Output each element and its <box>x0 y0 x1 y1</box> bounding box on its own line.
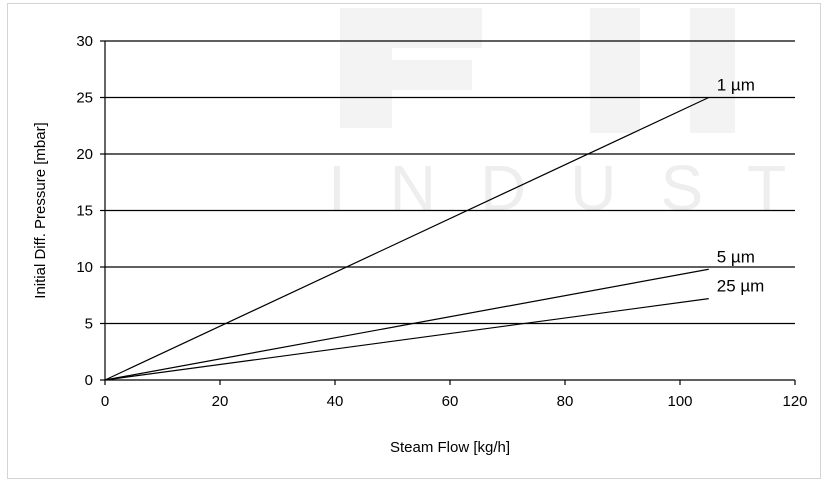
watermark-block-5 <box>690 8 735 133</box>
y-tick-label: 20 <box>76 146 93 163</box>
watermark-block-2 <box>392 8 482 48</box>
y-tick-label: 5 <box>85 316 93 333</box>
grid <box>105 40 795 325</box>
y-tick-label: 15 <box>76 203 93 220</box>
series-line-1 <box>104 268 709 381</box>
series-labels: 1 µm 5 µm 25 µm <box>717 76 765 296</box>
x-tick-label: 100 <box>667 393 692 410</box>
x-tick-label: 0 <box>101 393 109 410</box>
x-tick-label: 60 <box>442 393 459 410</box>
watermark-text: INDUST <box>328 152 824 224</box>
watermark-block-3 <box>392 60 472 90</box>
axes: 0 5 10 15 20 25 30 0 20 40 60 80 100 120 <box>76 33 807 410</box>
series-label: 1 µm <box>717 76 755 95</box>
x-tick-label: 80 <box>557 393 574 410</box>
y-tick-label: 25 <box>76 90 93 107</box>
series-label: 25 µm <box>717 277 765 296</box>
y-tick-label: 10 <box>76 259 93 276</box>
x-tick-label: 20 <box>212 393 229 410</box>
y-tick-label: 0 <box>85 372 93 389</box>
x-tick-label: 40 <box>327 393 344 410</box>
watermark-block-1 <box>340 8 392 128</box>
watermark: INDUST <box>328 8 824 224</box>
y-tick-label: 30 <box>76 33 93 50</box>
x-tick-label: 120 <box>782 393 807 410</box>
watermark-block-4 <box>590 8 640 133</box>
series-label: 5 µm <box>717 247 755 266</box>
series-lines <box>104 96 710 381</box>
series-line-2 <box>104 298 709 381</box>
x-axis-label: Steam Flow [kg/h] <box>390 439 510 456</box>
series-line-0 <box>104 96 710 381</box>
y-axis-label: Initial Diff. Pressure [mbar] <box>32 122 49 298</box>
